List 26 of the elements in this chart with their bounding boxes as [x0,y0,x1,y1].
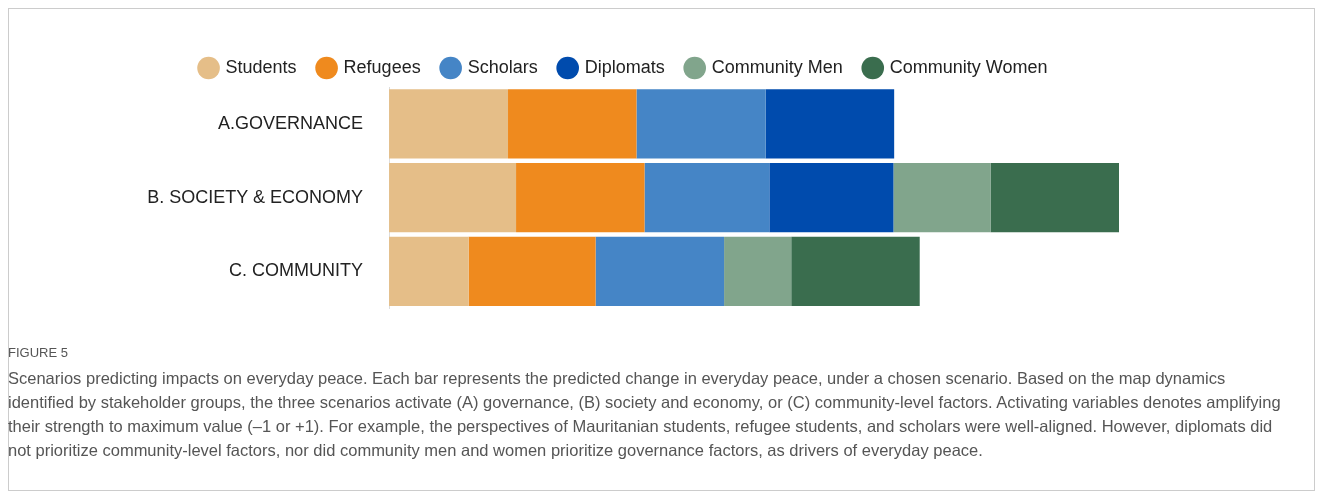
bar [765,89,895,159]
y-tick-label: A.GOVERNANCE [218,112,364,133]
bar [516,162,645,233]
bar [791,236,920,307]
legend-label: Scholars [467,56,538,77]
legend-label: Diplomats [584,56,665,77]
bar [644,162,770,233]
legend-label: Community Men [711,56,843,77]
text: Scenarios predicting impacts on everyday peace. Each bar represents the predicted change in everyday peace, under a chosen scenario. Based on the map dynamics identified by stakeholder groups, the three scenarios activate (A) governance, (B) society and economy, or (C) community-level factors. Activating variables denotes amplifying their strength to maximum value (–1 or +1). For example, the perspectives of Mauritanian students, refugee students, and scholars were well-aligned. However, diplomats did not prioritize community-level factors, nor did community men and women prioritize governance factors, as drivers of everyday peace. [8,368,1282,461]
bar [769,162,894,233]
bar [893,162,991,233]
legend-label: Students [225,56,297,77]
bar [389,89,509,159]
legend-label: Refugees [343,56,421,77]
bar [389,162,517,233]
y-tick-label: B. SOCIETY & ECONOMY [147,186,364,207]
bar [990,162,1119,233]
y-tick-label: C. COMMUNITY [229,260,364,281]
bar [508,89,637,159]
bar [595,236,725,307]
bar [389,236,469,307]
bar [724,236,792,307]
bar [468,236,596,307]
legend-label: Community Women [889,56,1048,77]
bar [636,89,766,159]
caption: FIGURE 5 [8,345,69,360]
